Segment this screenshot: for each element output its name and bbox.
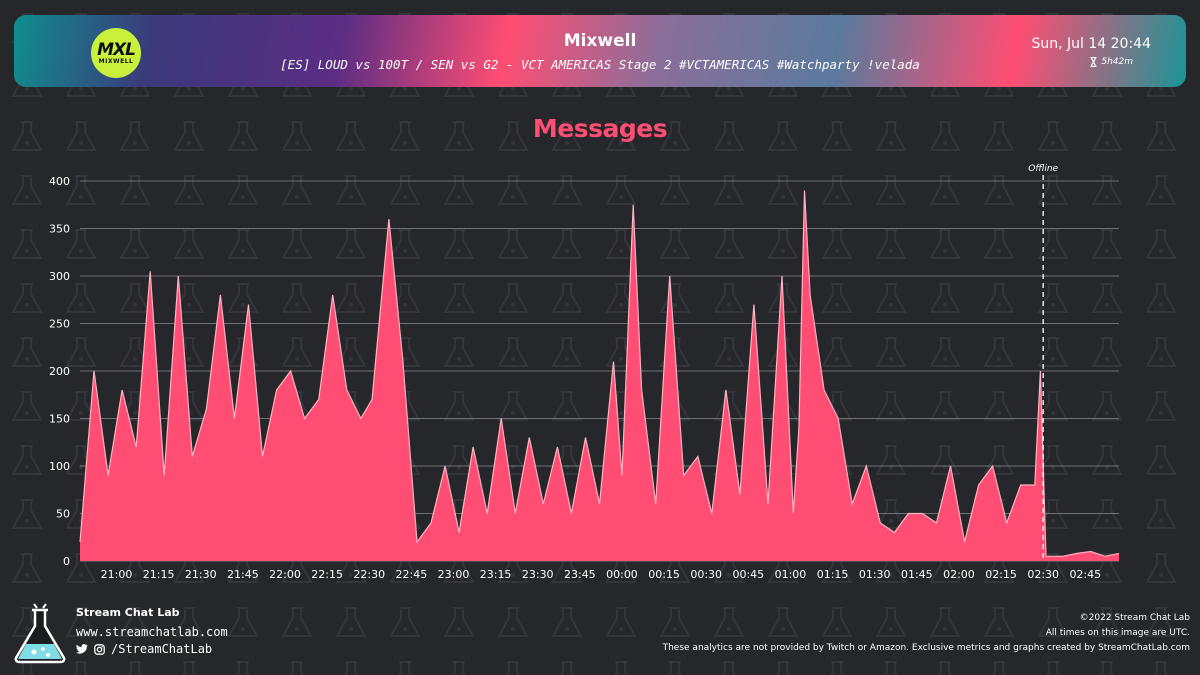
streamer-logo: MXL MIXWELL (91, 28, 141, 78)
y-tick-label: 200 (49, 365, 70, 378)
x-tick-label: 02:00 (943, 568, 975, 581)
y-tick-label: 150 (49, 413, 70, 426)
hourglass-icon (1090, 57, 1097, 67)
y-tick-label: 300 (49, 270, 70, 283)
utc-note: All times on this image are UTC. (1045, 628, 1190, 638)
social-handle: /StreamChatLab (111, 642, 213, 656)
disclaimer-text: These analytics are not provided by Twit… (662, 643, 1190, 653)
brand-social: /StreamChatLab (76, 642, 212, 656)
brand-name: Stream Chat Lab (76, 606, 180, 619)
x-tick-label: 21:45 (227, 568, 259, 581)
x-tick-label: 01:45 (901, 568, 933, 581)
x-tick-label: 00:15 (648, 568, 680, 581)
stream-date: Sun, Jul 14 20:44 (1031, 36, 1152, 52)
x-tick-label: 23:15 (480, 568, 512, 581)
x-tick-label: 02:45 (1069, 568, 1101, 581)
x-tick-label: 22:45 (396, 568, 428, 581)
footer-notes: ©2022 Stream Chat Lab All times on this … (663, 611, 1190, 656)
duration-text: 5h42m (1101, 57, 1133, 67)
x-tick-label: 01:30 (859, 568, 891, 581)
logo-mark: MXL (97, 39, 136, 60)
x-tick-label: 22:00 (269, 568, 301, 581)
x-tick-label: 01:00 (775, 568, 807, 581)
brand-url: www.streamchatlab.com (76, 625, 228, 639)
x-tick-label: 22:15 (311, 568, 343, 581)
messages-area (80, 190, 1119, 561)
x-tick-label: 00:45 (732, 568, 764, 581)
y-tick-label: 400 (49, 175, 70, 188)
x-tick-label: 23:30 (522, 568, 554, 581)
twitter-icon (76, 644, 88, 654)
flask-logo-icon (14, 603, 66, 664)
x-tick-label: 22:30 (353, 568, 385, 581)
stream-duration: 5h42m (1090, 57, 1133, 67)
messages-line (79, 190, 1120, 557)
y-tick-label: 0 (63, 555, 70, 568)
offline-label: Offline (1028, 164, 1058, 174)
y-tick-label: 350 (49, 223, 70, 236)
x-tick-label: 23:00 (438, 568, 470, 581)
x-tick-label: 02:30 (1027, 568, 1059, 581)
streamer-name: Mixwell (563, 31, 637, 51)
y-tick-label: 50 (56, 508, 70, 521)
copyright-text: ©2022 Stream Chat Lab (1079, 613, 1190, 623)
chart-title: Messages (532, 114, 668, 143)
x-tick-label: 21:15 (143, 568, 175, 581)
x-tick-label: 02:15 (985, 568, 1017, 581)
x-tick-label: 21:00 (101, 568, 133, 581)
x-tick-label: 00:00 (606, 568, 638, 581)
instagram-icon (94, 643, 105, 655)
y-tick-label: 250 (49, 318, 70, 331)
x-tick-label: 00:30 (690, 568, 722, 581)
logo-subtext: MIXWELL (98, 57, 134, 65)
x-tick-label: 23:45 (564, 568, 596, 581)
stream-title: [ES] LOUD vs 100T / SEN vs G2 - VCT AMER… (280, 57, 920, 72)
y-tick-label: 100 (49, 460, 70, 473)
x-tick-label: 21:30 (185, 568, 217, 581)
stream-header-banner (14, 15, 1186, 87)
x-tick-label: 01:15 (817, 568, 849, 581)
